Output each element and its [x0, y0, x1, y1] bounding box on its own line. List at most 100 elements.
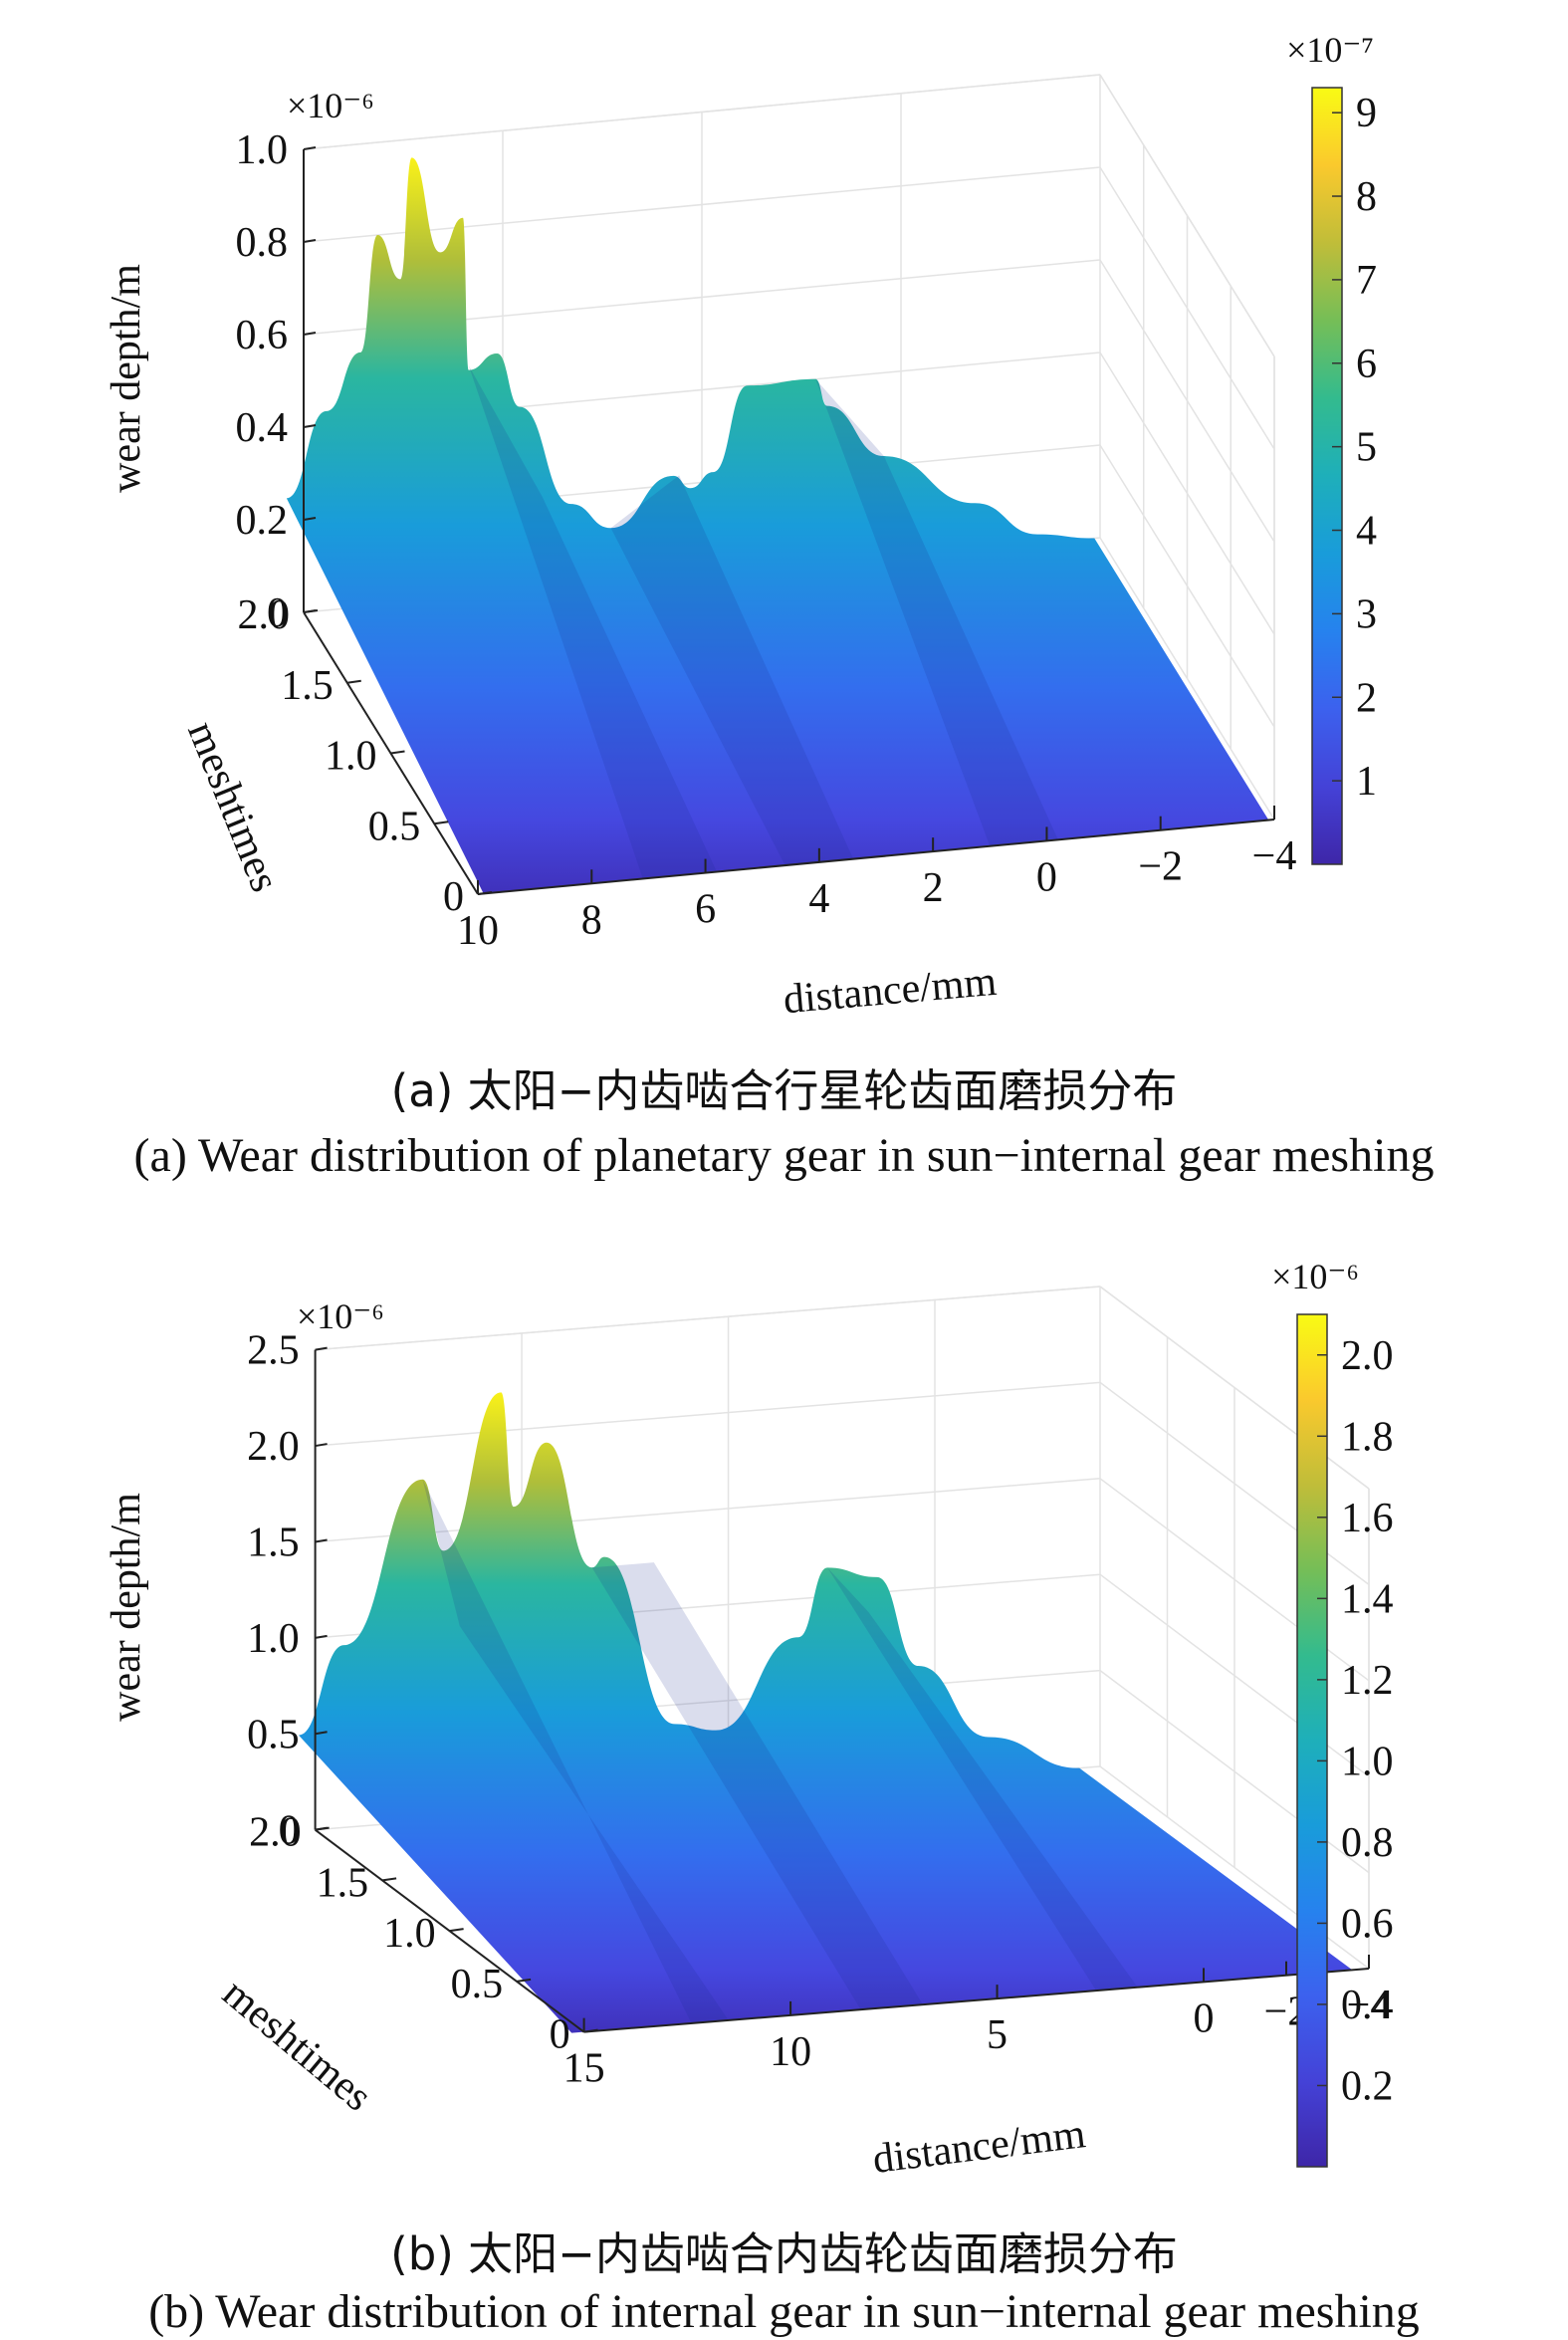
z-tick-label: 1.5 [247, 1520, 300, 1565]
distance-axis-line [583, 1968, 1370, 2033]
colorbar-tick-label: 8 [1356, 174, 1377, 220]
z-tick-label: 0.4 [236, 405, 289, 451]
wear-surface [286, 157, 1269, 894]
distance-tick-label: 15 [563, 2046, 605, 2092]
z-tick [315, 1538, 328, 1543]
colorbar-tick-label: 1 [1356, 759, 1377, 805]
meshtimes-tick [346, 679, 361, 684]
box-edge [1099, 74, 1275, 357]
meshtimes-tick-label: 0 [443, 874, 464, 920]
z-tick [315, 1731, 328, 1736]
z-tick [315, 1346, 328, 1351]
colorbar-tick-label: 1.8 [1341, 1414, 1394, 1460]
distance-tick-label: 0 [1194, 1995, 1215, 2041]
distance-tick-label: 0 [1036, 854, 1057, 900]
meshtimes-tick-label: 2.0 [249, 1810, 302, 1856]
z-tick-label: 0 [267, 590, 288, 636]
z-tick [303, 424, 317, 428]
distance-tick-label: −4 [1252, 833, 1297, 879]
distance-axis-label: distance/mm [870, 2111, 1088, 2183]
axes [303, 146, 1275, 895]
colorbar-tick-label: 9 [1356, 91, 1377, 136]
colorbar [1311, 87, 1343, 865]
meshtimes-tick-label: 0.5 [368, 804, 421, 849]
distance-tick-label: −2 [1138, 844, 1183, 890]
surface-ridge-shade [827, 1567, 1138, 1991]
meshtimes-tick [381, 1877, 397, 1882]
colorbar-tick-label: 7 [1356, 258, 1377, 304]
surface-plot-b: 00.51.01.52.02.500.51.01.52.015 10 5 0 −2 −4×… [104, 1257, 1394, 2183]
meshtimes-tick [390, 750, 405, 755]
colorbar-tick-label: 0.8 [1341, 1820, 1394, 1866]
meshtimes-tick-label: 1.0 [325, 734, 377, 780]
meshtimes-tick-label: 1.5 [281, 663, 334, 709]
meshtimes-tick-label: 1.5 [317, 1860, 369, 1906]
z-tick-label: 0.8 [236, 220, 289, 266]
colorbar-tick-label: 6 [1356, 342, 1377, 387]
colorbar-tick-label: 0.4 [1341, 1983, 1394, 2028]
distance-tick-label: 6 [695, 887, 716, 933]
colorbar-tick-label: 1.6 [1341, 1496, 1394, 1541]
meshtimes-tick-label: 2.0 [238, 592, 291, 638]
colorbar-tick-label: 2.0 [1341, 1333, 1394, 1379]
surface-plot-a: 0 0.2 0.4 0.6 0.8 1.0 0 0.5 1.0 1.5 2.0 10 8 6 4 2 0 −2 −4… [104, 30, 1377, 1024]
distance-axis-line [477, 819, 1275, 895]
distance-tick-label: 2 [923, 865, 944, 911]
z-axis-label: wear depth/m [104, 1493, 149, 1722]
colorbar-tick-label: 4 [1356, 509, 1377, 555]
box-edge [315, 1286, 1101, 1351]
z-tick-label: 2.0 [247, 1424, 300, 1470]
z-tick-label: 0.5 [247, 1712, 300, 1757]
z-tick [303, 146, 317, 150]
colorbar-tick-label: 5 [1356, 425, 1377, 471]
distance-axis-label: distance/mm [782, 959, 999, 1024]
distance-tick-label: 4 [808, 876, 829, 922]
surface-ridge-shade [468, 364, 717, 879]
z-exponent-label: ×10⁻⁶ [297, 1296, 384, 1336]
colorbar-tick-label: 3 [1356, 591, 1377, 637]
z-tick-label: 0.2 [236, 498, 289, 544]
distance-tick-label: 8 [581, 897, 602, 943]
caption-cn-a: (a) 太阳−内齿啮合行星轮齿面磨损分布 [390, 1064, 1178, 1117]
wear-surface [299, 1392, 1353, 2033]
meshtimes-axis-label: meshtimes [178, 715, 288, 898]
meshtimes-tick [449, 1928, 464, 1933]
caption-en-a: (a) Wear distribution of planetary gear … [133, 1129, 1435, 1182]
z-tick [315, 1443, 328, 1448]
box-edge [303, 74, 1101, 150]
z-tick-label: 0 [279, 1808, 300, 1854]
z-tick-label: 2.5 [247, 1328, 300, 1374]
chart-panel-a: 0 0.2 0.4 0.6 0.8 1.0 0 0.5 1.0 1.5 2.0 10 8 6 4 2 0 −2 −4… [0, 0, 1568, 1182]
z-tick [315, 1634, 328, 1639]
colorbar-tick-label: 0.6 [1341, 1901, 1394, 1947]
colorbar-tick-label: 2 [1356, 675, 1377, 721]
surface-ridge-shade [815, 378, 1058, 846]
meshtimes-tick-label: 0 [550, 2012, 570, 2058]
axes [314, 1346, 1370, 2033]
caption-en-b: (b) Wear distribution of internal gear i… [148, 2285, 1420, 2338]
meshtimes-tick-label: 1.0 [383, 1911, 436, 1957]
z-tick [303, 332, 317, 336]
distance-tick-label: 10 [770, 2029, 811, 2075]
z-tick [303, 517, 317, 521]
z-tick-label: 0.6 [236, 313, 289, 358]
colorbar-exponent-label: ×10⁻⁶ [1271, 1257, 1359, 1296]
distance-tick-label: 10 [457, 908, 499, 954]
surface-ridge-shade [591, 1562, 923, 2010]
colorbar [1296, 1313, 1328, 2168]
colorbar-tick-label: 0.2 [1341, 2063, 1394, 2109]
distance-tick-label: 5 [987, 2012, 1008, 2058]
z-tick [303, 239, 317, 243]
meshtimes-axis-label: meshtimes [214, 1971, 380, 2121]
caption-cn-b: (b) 太阳−内齿啮合内齿轮齿面磨损分布 [390, 2227, 1178, 2280]
colorbar-tick-label: 1.2 [1341, 1658, 1394, 1704]
grid-line [315, 1478, 1101, 1543]
meshtimes-tick [583, 2028, 598, 2033]
z-axis-label: wear depth/m [104, 264, 149, 493]
meshtimes-tick [315, 1826, 330, 1831]
colorbar-tick-label: 1.4 [1341, 1576, 1394, 1622]
colorbar-tick-label: 1.0 [1341, 1739, 1394, 1784]
meshtimes-tick [477, 891, 493, 895]
surface-ridge-shade [610, 475, 854, 866]
chart-panel-b: 0 0.5 1.0 1.5 2.0 2.5 0 0.5 1.0 1.5 2.0 15 10 5 0 −2 −4 ×… [0, 1169, 1568, 2338]
